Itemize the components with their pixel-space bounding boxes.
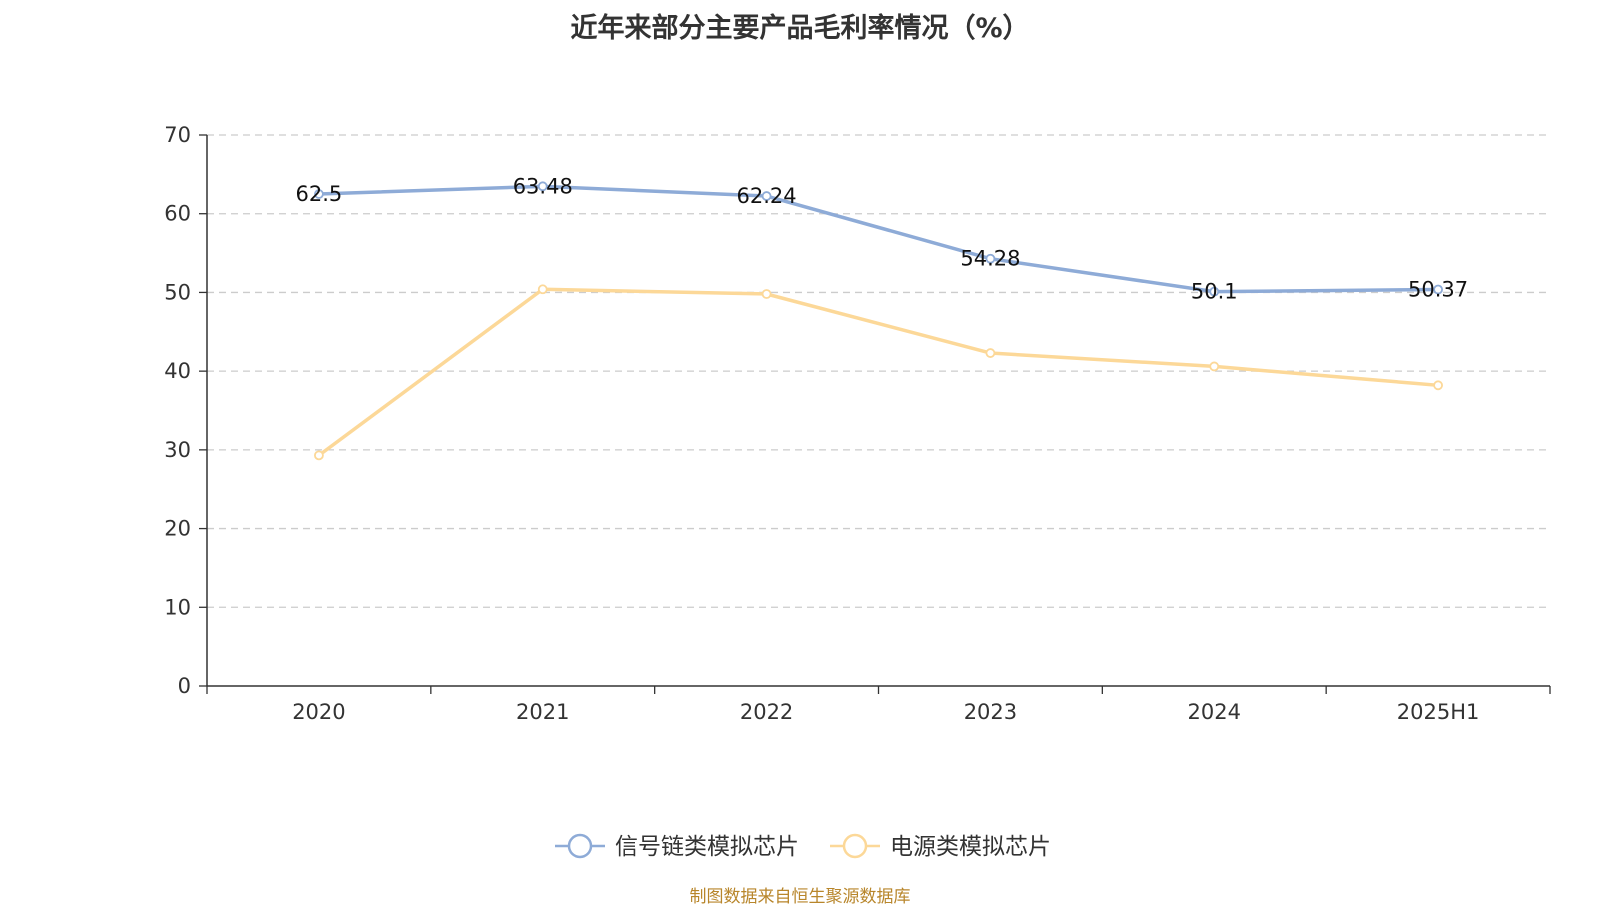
data-point[interactable] (1433, 380, 1443, 391)
data-point[interactable] (1209, 361, 1220, 372)
y-tick-label: 60 (164, 202, 191, 226)
data-point[interactable] (761, 289, 772, 299)
chart-title: 近年来部分主要产品毛利率情况（%） (570, 13, 1030, 44)
axes: 0 10 20 30 40 50 60 70 2020 2021 2022 2023 2024 2025H… (164, 123, 1551, 724)
legend-swatch-marker (567, 833, 593, 859)
data-point[interactable] (761, 191, 772, 201)
y-tick-label: 40 (164, 359, 191, 383)
data-labels: 62.5 63.48 62.24 54.28 50.1 50.37 (296, 174, 1469, 303)
data-point[interactable] (537, 181, 548, 192)
y-tick-label: 20 (164, 517, 191, 541)
legend-label: 信号链类模拟芯片 (615, 834, 799, 860)
data-label: 63.48 (513, 174, 573, 198)
data-label: 50.37 (1408, 278, 1468, 302)
data-label: 62.5 (296, 182, 343, 206)
y-tick-label: 30 (164, 438, 191, 462)
legend-swatch-marker (842, 833, 868, 859)
data-point[interactable] (314, 189, 324, 199)
x-tick-label: 2021 (516, 700, 569, 724)
x-tick-label: 2025H1 (1397, 700, 1480, 724)
data-point[interactable] (314, 450, 324, 461)
series-line-0 (318, 184, 1439, 294)
source-note: 制图数据来自恒生聚源数据库 (689, 887, 911, 907)
x-tick-label: 2024 (1188, 700, 1241, 724)
data-point[interactable] (1433, 284, 1443, 295)
data-point[interactable] (537, 284, 548, 295)
y-tick-label: 10 (164, 595, 191, 619)
data-point[interactable] (1209, 286, 1220, 297)
data-point[interactable] (985, 348, 996, 358)
data-label: 54.28 (960, 247, 1020, 271)
x-tick-label: 2020 (292, 700, 345, 724)
series-line-1 (317, 287, 1439, 457)
series-lines (314, 181, 1443, 461)
legend[interactable]: 信号链类模拟芯片 电源类模拟芯片 (555, 833, 1051, 860)
y-tick-label: 0 (178, 674, 191, 698)
x-tick-label: 2023 (964, 700, 1017, 724)
gridlines (207, 134, 1550, 608)
data-label: 62.24 (737, 184, 797, 208)
data-label: 50.1 (1191, 280, 1238, 304)
data-point[interactable] (985, 253, 996, 264)
y-tick-label: 50 (164, 280, 191, 304)
legend-item-0[interactable]: 信号链类模拟芯片 (555, 833, 799, 860)
legend-item-1[interactable]: 电源类模拟芯片 (830, 833, 1051, 860)
legend-label: 电源类模拟芯片 (890, 834, 1051, 860)
y-tick-label: 70 (164, 123, 191, 147)
x-tick-label: 2022 (740, 700, 793, 724)
